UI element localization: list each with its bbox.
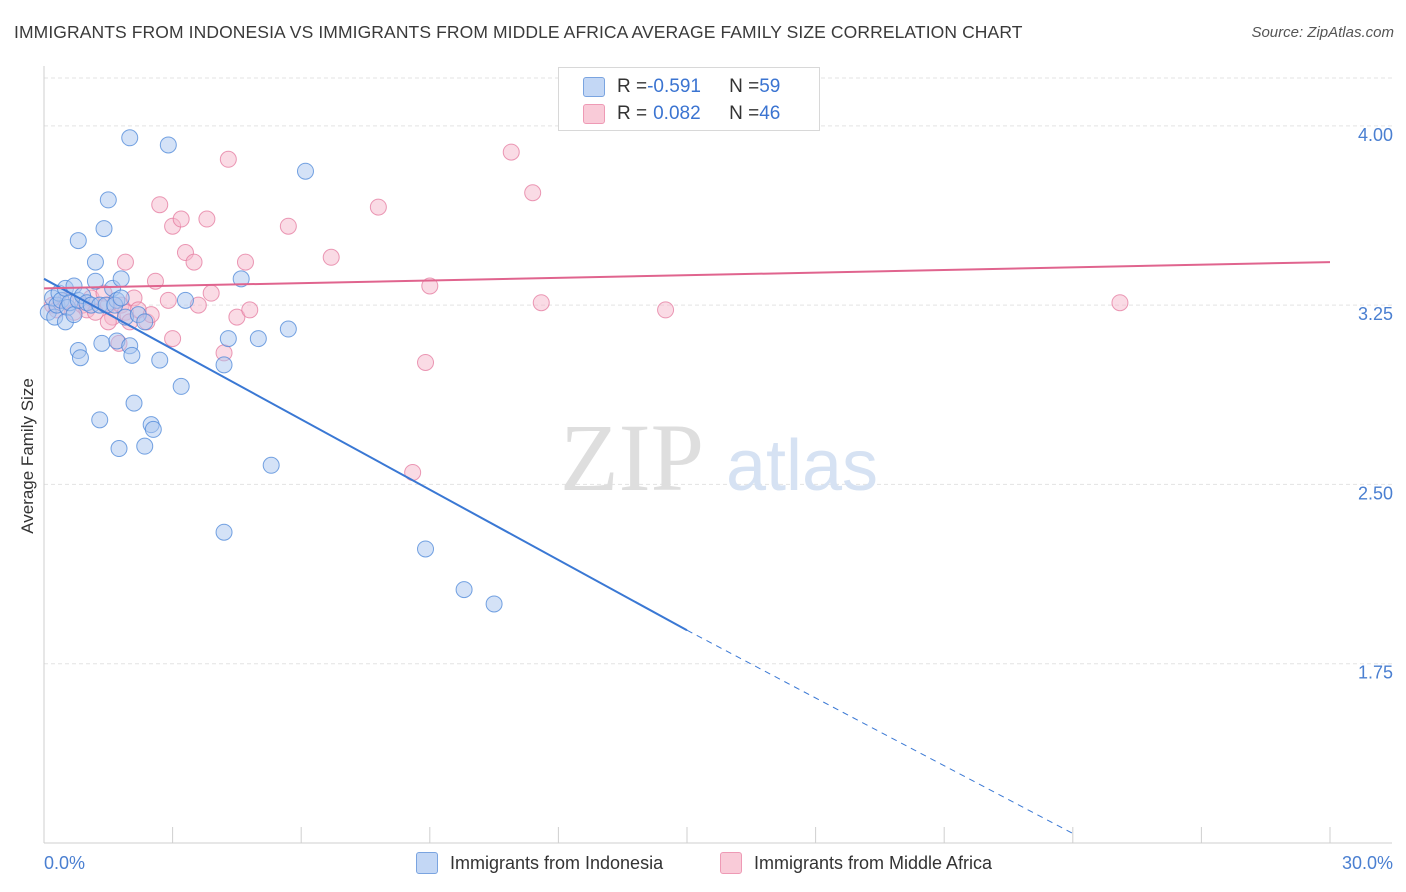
- data-point: [159, 291, 177, 309]
- legend-label-middle-africa: Immigrants from Middle Africa: [754, 852, 993, 873]
- data-point: [232, 270, 250, 288]
- axes: [43, 66, 1392, 844]
- data-point: [322, 248, 340, 266]
- watermark-atlas: atlas: [726, 426, 878, 506]
- r-label: R =: [617, 76, 648, 97]
- y-tick-label: 3.25: [1358, 304, 1393, 324]
- data-point: [417, 540, 435, 558]
- watermark-zip: ZIP: [560, 404, 704, 511]
- data-point: [93, 334, 111, 352]
- n-value: 59: [759, 76, 781, 97]
- stats-legend: R = -0.591 N = 59 R = 0.082 N = 46: [558, 67, 820, 131]
- trend-line-indonesia-extension: [686, 629, 1074, 834]
- series-legend: Immigrants from Indonesia Immigrants fro…: [0, 852, 1406, 878]
- data-point: [236, 253, 254, 271]
- legend-label-indonesia: Immigrants from Indonesia: [450, 852, 664, 873]
- data-point: [185, 253, 203, 271]
- y-tick-label: 2.50: [1358, 483, 1393, 503]
- legend-item-middle-africa: Immigrants from Middle Africa: [720, 852, 992, 874]
- trend-line-indonesia: [43, 277, 688, 632]
- data-point: [215, 356, 233, 374]
- data-point: [69, 232, 87, 250]
- data-point: [279, 217, 297, 235]
- data-point: [86, 253, 104, 271]
- data-point: [455, 581, 473, 599]
- r-value: 0.082: [653, 103, 701, 124]
- data-point: [532, 294, 550, 312]
- data-point: [136, 437, 154, 455]
- data-point: [296, 162, 314, 180]
- data-point: [86, 272, 104, 290]
- data-point: [91, 411, 109, 429]
- legend-item-indonesia: Immigrants from Indonesia: [416, 852, 663, 874]
- data-point: [228, 308, 246, 326]
- n-label: N =: [729, 103, 760, 124]
- data-point: [219, 330, 237, 348]
- data-point: [279, 320, 297, 338]
- data-point: [136, 313, 154, 331]
- n-value: 46: [759, 103, 781, 124]
- data-point: [151, 196, 169, 214]
- data-point: [241, 301, 259, 319]
- data-point: [121, 129, 139, 147]
- trend-lines: [43, 261, 1331, 834]
- data-point: [71, 349, 89, 367]
- swatch-indonesia: [583, 77, 605, 97]
- x-tick-label: 0.0%: [44, 853, 85, 873]
- data-point: [65, 306, 83, 324]
- trend-line-middle-africa: [43, 261, 1331, 290]
- data-point: [369, 198, 387, 216]
- x-tick-label: 30.0%: [1342, 853, 1393, 873]
- n-label: N =: [729, 76, 760, 97]
- data-point: [215, 523, 233, 541]
- data-point: [116, 253, 134, 271]
- data-point: [172, 210, 190, 228]
- data-point: [99, 191, 117, 209]
- data-point: [112, 289, 130, 307]
- tick-labels: 1.75 2.50 3.25 4.00 0.0% 30.0%: [44, 125, 1393, 873]
- swatch-middle-africa: [583, 104, 605, 124]
- data-point: [657, 301, 675, 319]
- data-point: [176, 291, 194, 309]
- data-point: [198, 210, 216, 228]
- r-label: R =: [617, 103, 648, 124]
- y-tick-label: 1.75: [1358, 663, 1393, 683]
- data-point: [112, 270, 130, 288]
- data-point: [110, 440, 128, 458]
- y-tick-label: 4.00: [1358, 125, 1393, 145]
- data-point: [219, 150, 237, 168]
- r-value: -0.591: [647, 76, 701, 97]
- data-point: [125, 394, 143, 412]
- data-point: [144, 420, 162, 438]
- data-point: [202, 284, 220, 302]
- chart-title: IMMIGRANTS FROM INDONESIA VS IMMIGRANTS …: [14, 22, 1023, 42]
- data-point: [95, 220, 113, 238]
- data-point: [417, 353, 435, 371]
- data-point: [249, 330, 267, 348]
- data-point: [159, 136, 177, 154]
- source-credit: Source: ZipAtlas.com: [1251, 24, 1394, 41]
- data-point: [524, 184, 542, 202]
- data-point: [172, 377, 190, 395]
- data-point: [485, 595, 503, 613]
- legend-swatch-indonesia: [416, 852, 438, 874]
- stats-row-middle-africa: R = 0.082 N = 46: [583, 101, 780, 127]
- data-point: [123, 346, 141, 364]
- data-point: [421, 277, 439, 295]
- series-indonesia: [39, 129, 503, 613]
- data-point: [502, 143, 520, 161]
- data-point: [262, 456, 280, 474]
- legend-swatch-middle-africa: [720, 852, 742, 874]
- data-point: [1111, 294, 1129, 312]
- data-point: [151, 351, 169, 369]
- gridlines: [44, 77, 1392, 665]
- data-point: [164, 330, 182, 348]
- stats-row-indonesia: R = -0.591 N = 59: [583, 74, 780, 100]
